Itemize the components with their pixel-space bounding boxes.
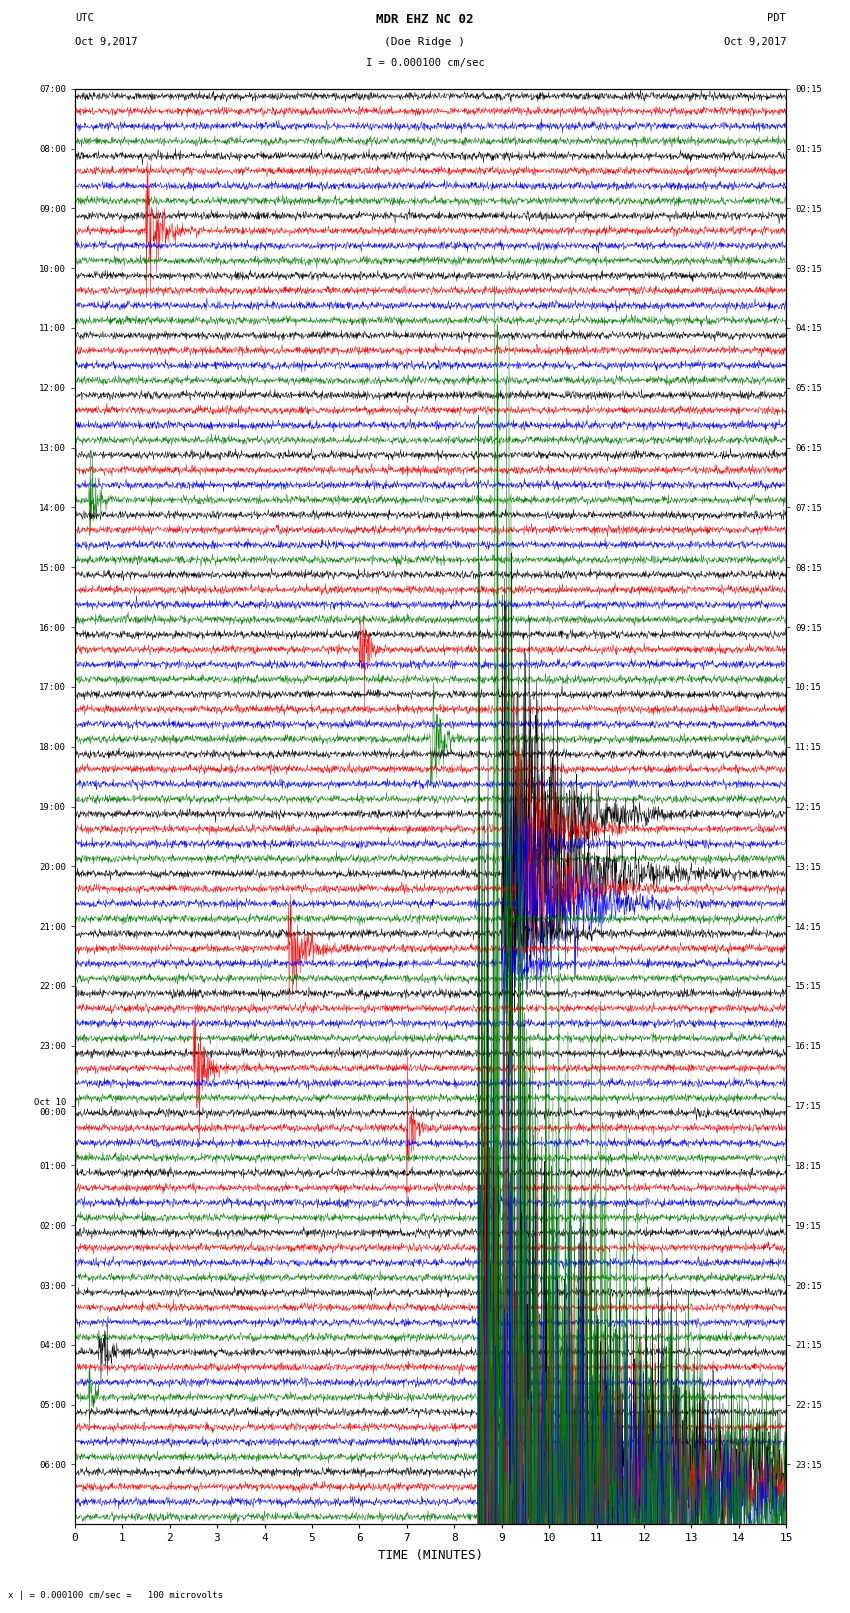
Text: UTC: UTC <box>75 13 94 23</box>
Text: x | = 0.000100 cm/sec =   100 microvolts: x | = 0.000100 cm/sec = 100 microvolts <box>8 1590 224 1600</box>
Text: Oct 9,2017: Oct 9,2017 <box>723 37 786 47</box>
Text: PDT: PDT <box>768 13 786 23</box>
X-axis label: TIME (MINUTES): TIME (MINUTES) <box>378 1548 483 1561</box>
Text: I = 0.000100 cm/sec: I = 0.000100 cm/sec <box>366 58 484 68</box>
Text: (Doe Ridge ): (Doe Ridge ) <box>384 37 466 47</box>
Text: MDR EHZ NC 02: MDR EHZ NC 02 <box>377 13 473 26</box>
Text: Oct 9,2017: Oct 9,2017 <box>75 37 138 47</box>
